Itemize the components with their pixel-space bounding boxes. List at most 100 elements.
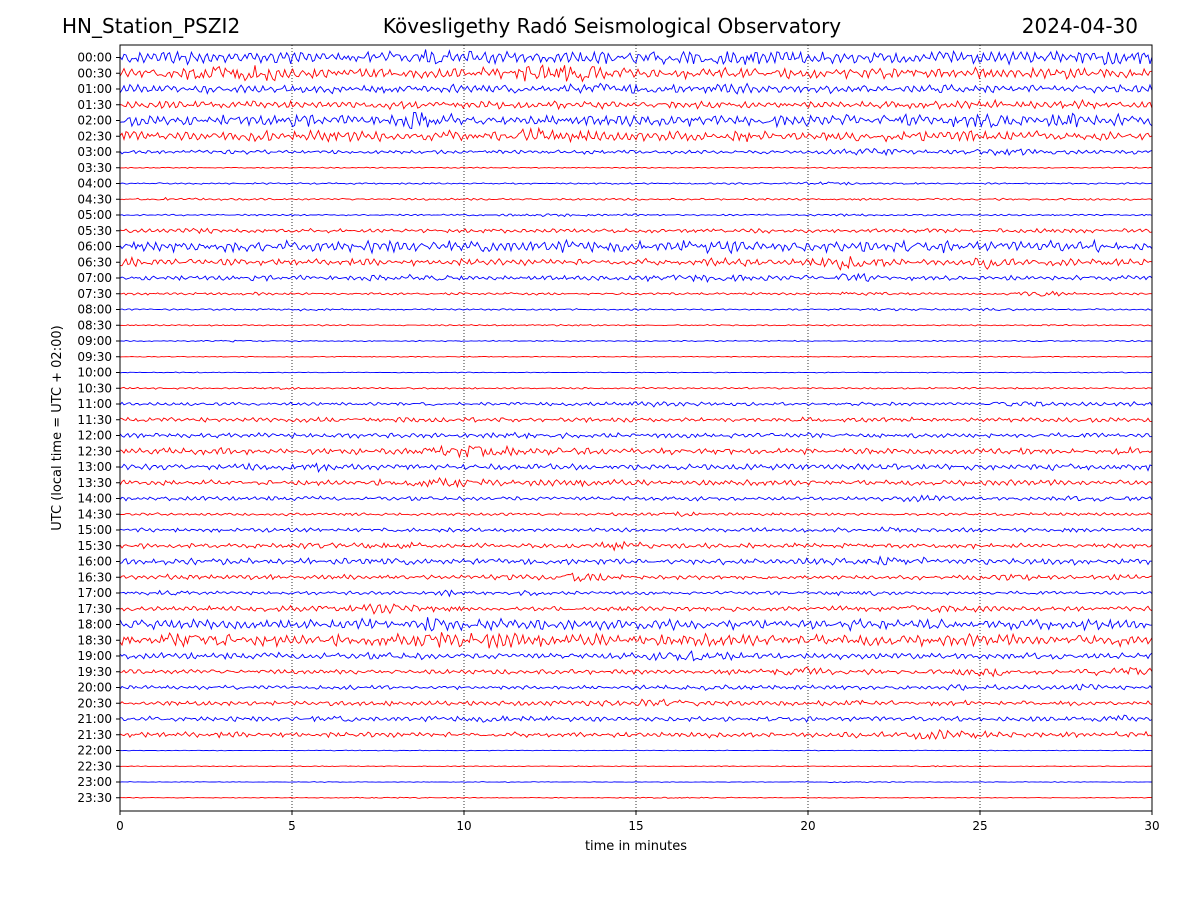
y-tick-label: 02:30 xyxy=(77,129,112,143)
y-tick-label: 20:30 xyxy=(77,696,112,710)
y-tick-label: 04:00 xyxy=(77,177,112,191)
x-tick-label: 15 xyxy=(628,819,643,833)
y-tick-label: 10:00 xyxy=(77,366,112,380)
x-tick-label: 30 xyxy=(1144,819,1159,833)
y-tick-label: 13:30 xyxy=(77,476,112,490)
trace-1200 xyxy=(119,431,1153,440)
trace-1330 xyxy=(119,476,1153,489)
y-tick-label: 10:30 xyxy=(77,381,112,395)
trace-1700 xyxy=(119,589,1153,598)
date-title: 2024-04-30 xyxy=(1021,14,1138,38)
y-tick-label: 14:30 xyxy=(77,507,112,521)
y-tick-label: 20:00 xyxy=(77,681,112,695)
y-tick-label: 19:00 xyxy=(77,649,112,663)
trace-1800 xyxy=(119,617,1153,632)
station-title: HN_Station_PSZI2 xyxy=(62,14,241,38)
y-tick-label: 03:30 xyxy=(77,161,112,175)
y-tick-label: 16:30 xyxy=(77,570,112,584)
y-tick-label: 08:30 xyxy=(77,318,112,332)
y-tick-label: 22:00 xyxy=(77,744,112,758)
trace-2030 xyxy=(119,698,1153,707)
y-tick-label: 15:00 xyxy=(77,523,112,537)
trace-0300 xyxy=(119,147,1153,157)
y-tick-label: 07:30 xyxy=(77,287,112,301)
trace-1530 xyxy=(119,540,1153,552)
trace-1600 xyxy=(119,555,1153,566)
trace-2300 xyxy=(119,781,1152,783)
y-tick-label: 02:00 xyxy=(77,114,112,128)
trace-2130 xyxy=(119,729,1153,741)
y-tick-label: 05:00 xyxy=(77,208,112,222)
trace-1830 xyxy=(119,631,1153,649)
y-tick-label: 16:00 xyxy=(77,555,112,569)
trace-1300 xyxy=(119,462,1153,474)
trace-0130 xyxy=(119,98,1153,111)
trace-1730 xyxy=(119,603,1153,615)
trace-1630 xyxy=(119,572,1153,583)
trace-1000 xyxy=(119,371,1153,374)
y-tick-label: 18:30 xyxy=(77,633,112,647)
y-tick-label: 11:30 xyxy=(77,413,112,427)
trace-0800 xyxy=(119,307,1152,312)
trace-1430 xyxy=(120,510,1153,518)
trace-0900 xyxy=(120,339,1153,343)
trace-1230 xyxy=(119,444,1153,459)
trace-2000 xyxy=(119,683,1153,691)
y-tick-label: 06:00 xyxy=(77,240,112,254)
trace-0730 xyxy=(120,290,1153,297)
trace-0700 xyxy=(119,272,1153,284)
y-tick-label: 07:00 xyxy=(77,271,112,285)
y-tick-label: 01:30 xyxy=(77,98,112,112)
y-tick-label: 23:00 xyxy=(77,775,112,789)
x-tick-label: 20 xyxy=(800,819,815,833)
trace-1900 xyxy=(119,650,1153,662)
x-tick-label: 0 xyxy=(116,819,124,833)
observatory-title: Kövesligethy Radó Seismological Observat… xyxy=(382,14,842,38)
y-tick-label: 12:00 xyxy=(77,429,112,443)
trace-0600 xyxy=(119,238,1153,255)
y-tick-label: 14:00 xyxy=(77,492,112,506)
y-tick-label: 09:00 xyxy=(77,334,112,348)
trace-0030 xyxy=(119,64,1153,83)
trace-layer xyxy=(119,49,1153,799)
y-tick-label: 09:30 xyxy=(77,350,112,364)
y-tick-label: 06:30 xyxy=(77,255,112,269)
y-tick-label: 21:00 xyxy=(77,712,112,726)
y-tick-label: 08:00 xyxy=(77,303,112,317)
y-tick-label: 04:30 xyxy=(77,192,112,206)
trace-0430 xyxy=(119,196,1153,201)
y-axis-label: UTC (local time = UTC + 02:00) xyxy=(50,325,65,530)
y-tick-label: 00:00 xyxy=(77,51,112,65)
trace-0000 xyxy=(119,49,1153,66)
y-tick-label: 19:30 xyxy=(77,665,112,679)
x-tick-label: 5 xyxy=(288,819,296,833)
y-tick-label: 11:00 xyxy=(77,397,112,411)
trace-0400 xyxy=(119,181,1153,186)
trace-1930 xyxy=(119,666,1153,678)
trace-0930 xyxy=(119,355,1152,358)
trace-1130 xyxy=(119,416,1152,424)
grid-layer xyxy=(291,45,981,811)
x-axis-label: time in minutes xyxy=(585,839,687,854)
y-tick-label: 05:30 xyxy=(77,224,112,238)
trace-1100 xyxy=(119,401,1153,408)
y-tick-label: 01:00 xyxy=(77,82,112,96)
trace-0830 xyxy=(119,324,1153,327)
y-tick-label: 13:00 xyxy=(77,460,112,474)
x-ticks: 0 5 10 15 20 25 30 xyxy=(116,811,1160,833)
trace-0100 xyxy=(119,82,1153,95)
trace-0630 xyxy=(119,256,1153,271)
trace-2200 xyxy=(119,749,1153,752)
trace-1400 xyxy=(119,494,1153,503)
y-tick-label: 18:00 xyxy=(77,618,112,632)
y-tick-label: 21:30 xyxy=(77,728,112,742)
y-tick-label: 22:30 xyxy=(77,759,112,773)
x-tick-label: 10 xyxy=(456,819,471,833)
y-tick-label: 00:30 xyxy=(77,66,112,80)
trace-2330 xyxy=(119,796,1153,799)
trace-1030 xyxy=(119,386,1153,391)
x-tick-label: 25 xyxy=(972,819,987,833)
y-tick-label: 15:30 xyxy=(77,539,112,553)
